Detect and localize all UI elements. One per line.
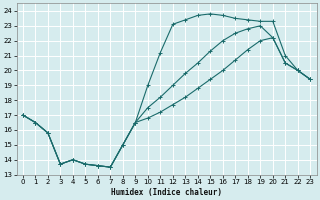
X-axis label: Humidex (Indice chaleur): Humidex (Indice chaleur) bbox=[111, 188, 222, 197]
